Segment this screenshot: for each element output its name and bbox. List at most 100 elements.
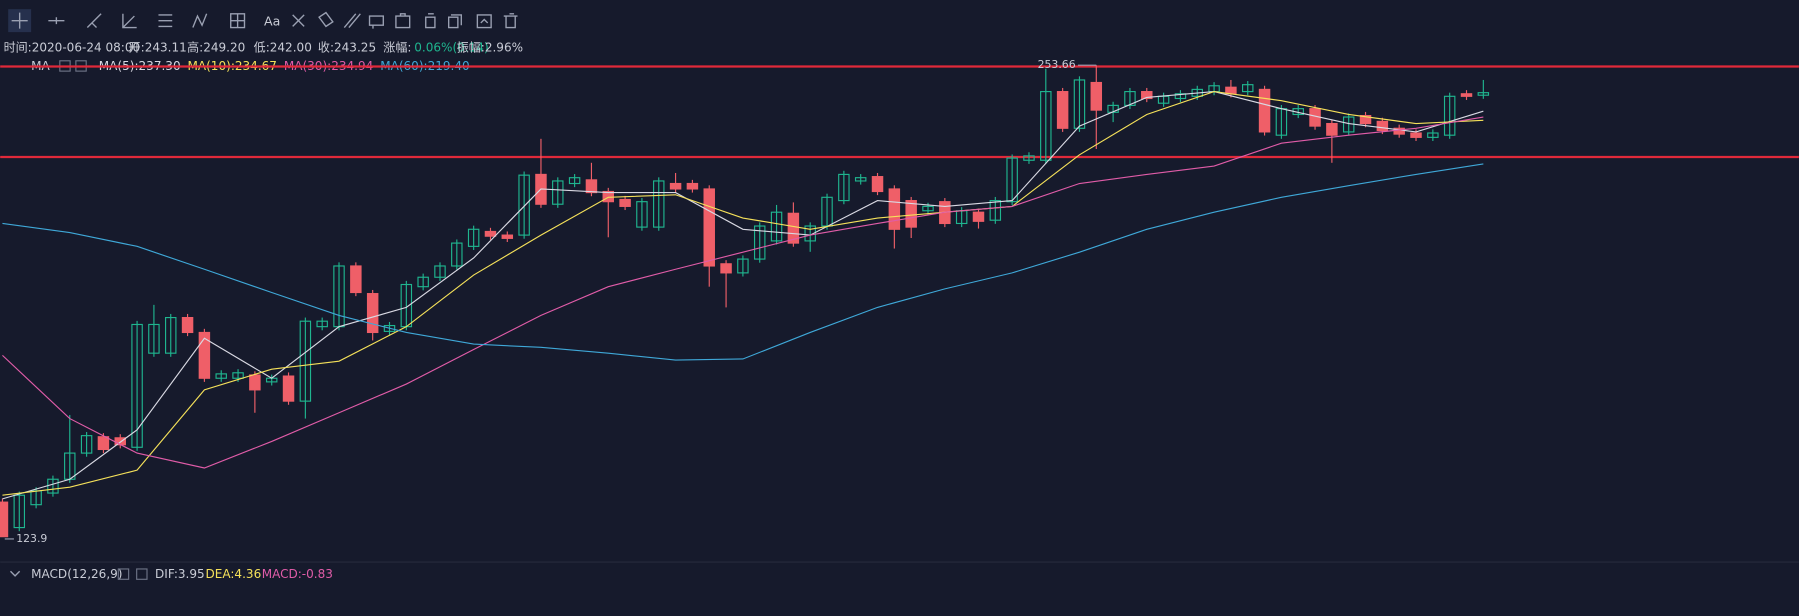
lock-tool[interactable]	[395, 13, 411, 29]
candle-body	[619, 198, 631, 207]
candle-body	[888, 188, 901, 230]
info-amplitude: 振幅:2.96%	[457, 40, 523, 55]
text-tool[interactable]: Aa	[264, 13, 280, 28]
high-label: 253.66	[1038, 58, 1076, 71]
macd-dif: DIF:3.95	[155, 567, 205, 581]
trend-tool[interactable]	[86, 13, 102, 29]
candle-body	[282, 375, 295, 402]
candle-body	[1410, 132, 1422, 138]
candle-body	[518, 174, 530, 236]
candle-body	[838, 173, 850, 202]
macd-legend: MACD(12,26,9) DIF:3.95 DEA:4.36 MACD:-0.…	[10, 567, 333, 581]
candle-body	[585, 179, 598, 194]
candle-body	[501, 234, 514, 239]
candle-body	[383, 324, 396, 332]
candle-body	[871, 176, 884, 193]
candle-body	[1006, 157, 1018, 203]
candle-body	[972, 211, 985, 222]
candle-body	[1242, 84, 1254, 93]
candle-body	[1225, 86, 1237, 95]
candle-body	[1040, 91, 1052, 161]
info-change: 0.06%(0.14)	[414, 41, 488, 55]
candle-body	[97, 436, 110, 451]
candle-body	[80, 435, 93, 454]
candle-body	[770, 211, 783, 242]
candle-body	[467, 228, 480, 247]
candle-body	[249, 374, 261, 391]
candle-body	[198, 331, 211, 379]
candle-body	[1427, 132, 1439, 138]
info-time: 时间:2020-06-24 08:00	[4, 41, 141, 55]
ma-line	[2, 90, 1484, 496]
info-open: 开:243.11	[129, 41, 187, 55]
copy-tool[interactable]	[447, 14, 462, 29]
candle-body	[131, 323, 143, 448]
fib-tool[interactable]	[158, 14, 173, 28]
candle-body	[989, 200, 1002, 221]
crosshair-icon	[11, 12, 28, 29]
candle-body	[0, 501, 9, 538]
candle-body	[366, 293, 379, 334]
angle-tool[interactable]	[122, 13, 137, 29]
grid-tool[interactable]	[230, 13, 246, 29]
candle-body	[417, 276, 429, 288]
candle-body	[753, 225, 766, 260]
candle-body	[1090, 81, 1103, 111]
info-change-label: 涨幅:	[383, 40, 411, 55]
candle-body	[1477, 92, 1490, 96]
candle-body	[1443, 95, 1456, 136]
candle-body	[1174, 93, 1187, 100]
candle-body	[568, 177, 581, 185]
candle-body	[1376, 120, 1389, 132]
brush-tool[interactable]	[318, 11, 334, 28]
candle-body	[1393, 127, 1405, 135]
wave-tool[interactable]	[192, 13, 208, 28]
collapse-icon[interactable]	[10, 570, 21, 577]
candle-body	[299, 320, 312, 402]
candle-body	[13, 494, 26, 529]
macd-dea: DEA:4.36	[205, 567, 261, 581]
ruler-tool[interactable]	[343, 13, 361, 28]
ma-line	[2, 91, 1484, 500]
candle-body	[703, 188, 715, 267]
info-close: 收:243.25	[318, 41, 376, 55]
candle-body	[804, 225, 816, 242]
hide-tool[interactable]	[476, 14, 492, 29]
delete-tool[interactable]	[503, 13, 518, 29]
toolbar: Aa	[8, 9, 518, 33]
candle-body	[1023, 155, 1035, 161]
settings-button[interactable]	[117, 568, 130, 580]
candle-body	[350, 265, 362, 294]
candle-body	[922, 205, 934, 212]
line-tool[interactable]	[48, 17, 65, 25]
candle-body	[636, 201, 648, 228]
close-button[interactable]	[136, 568, 148, 580]
candle-body	[686, 182, 699, 190]
candle-body	[905, 200, 917, 228]
candle-body	[316, 320, 328, 328]
candle-body	[1359, 114, 1372, 125]
candle-body	[215, 373, 227, 379]
low-label: 123.9	[16, 532, 47, 545]
candle-body	[854, 177, 867, 182]
candle-body	[737, 258, 749, 274]
lock2-tool[interactable]	[425, 13, 436, 29]
candle-body	[434, 265, 446, 278]
candle-body	[1124, 91, 1136, 106]
candle-body	[148, 323, 160, 354]
macd-value: MACD:-0.83	[262, 567, 333, 581]
candle-body	[1258, 88, 1271, 133]
pattern-tool[interactable]	[292, 14, 305, 27]
info-line: 时间:2020-06-24 08:00 开:243.11 高:249.20 低:…	[4, 40, 523, 55]
magnet-tool[interactable]	[368, 15, 384, 29]
info-low: 低:242.00	[254, 41, 312, 55]
candle-body	[1326, 122, 1338, 136]
candle-body	[1056, 91, 1069, 129]
candle-body	[232, 372, 244, 379]
candle-body	[165, 316, 177, 354]
candle-body	[552, 180, 564, 205]
info-high: 高:249.20	[187, 40, 245, 55]
